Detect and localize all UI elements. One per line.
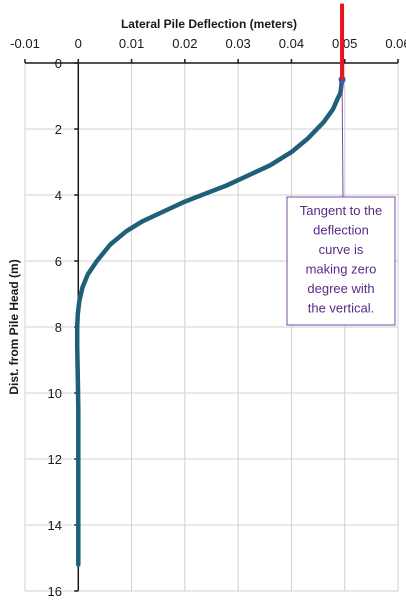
y-tick-label: 12 [48, 452, 62, 467]
x-tick-label: 0.04 [279, 36, 304, 51]
callout-text-line: degree with [307, 281, 374, 296]
y-tick-label: 6 [55, 254, 62, 269]
y-tick-label: 8 [55, 320, 62, 335]
callout-text-line: the vertical. [308, 301, 374, 316]
x-tick-label: 0.03 [225, 36, 250, 51]
callout-text-line: deflection [313, 223, 369, 238]
y-tick-label: 4 [55, 188, 62, 203]
x-tick-label: 0 [75, 36, 82, 51]
y-tick-label: 16 [48, 584, 62, 599]
y-axis-title: Dist. from Pile Head (m) [7, 259, 21, 394]
x-tick-label: 0.06 [385, 36, 406, 51]
grid [25, 63, 398, 591]
y-tick-label: 2 [55, 122, 62, 137]
x-tick-label: 0.05 [332, 36, 357, 51]
callout-text-line: curve is [319, 242, 364, 257]
callout-text-line: Tangent to the [300, 203, 382, 218]
callout-text-line: making zero [306, 262, 377, 277]
x-tick-label: 0.02 [172, 36, 197, 51]
callout-leader-line [342, 80, 343, 198]
y-tick-label: 14 [48, 518, 62, 533]
x-tick-label: 0.01 [119, 36, 144, 51]
y-tick-label: 10 [48, 386, 62, 401]
x-tick-label: -0.01 [10, 36, 40, 51]
annotation-layer: Tangent to the deflection curve is making z… [287, 80, 395, 326]
x-axis-title: Lateral Pile Deflection (meters) [121, 17, 297, 31]
